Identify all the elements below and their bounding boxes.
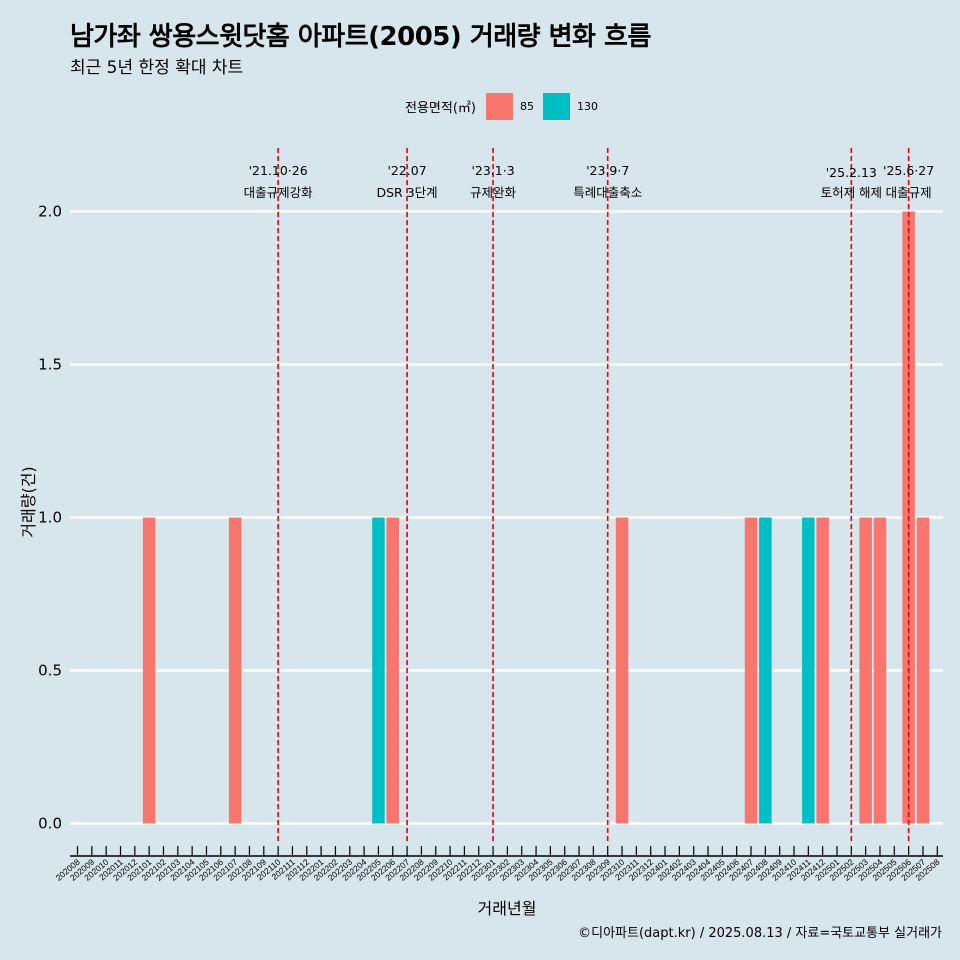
bar-layer — [142, 211, 930, 824]
bar-85-202407 — [744, 517, 758, 824]
legend-swatch-85 — [485, 93, 513, 120]
x-axis-title: 거래년월 — [478, 899, 537, 918]
y-tick-label: 2.0 — [38, 203, 62, 221]
bar-85-202504 — [873, 517, 887, 824]
bar-85-202107 — [228, 517, 242, 824]
bar-130-202205 — [372, 517, 385, 824]
chart-title: 남가좌 쌍용스윗닷홈 아파트(2005) 거래량 변화 흐름 — [70, 22, 651, 52]
event-name-label: 대출규제 — [886, 185, 932, 200]
event-name-label: DSR 3단계 — [377, 185, 438, 200]
legend-title: 전용면적(㎡) — [405, 101, 476, 116]
annotation-layer: '21.10·26 대출규제강화 '22.07 DSR 3단계 '23.1·3 규제완화 '… — [244, 148, 934, 843]
grid-layer — [70, 210, 943, 825]
bar-130-202411 — [802, 517, 815, 824]
chart-subtitle: 최근 5년 한정 확대 차트 — [70, 58, 244, 78]
event-name-label: 대출규제강화 — [244, 185, 314, 200]
event-date-label: '23.1·3 — [471, 163, 514, 178]
bar-85-202101 — [142, 517, 156, 824]
event-date-label: '25.2.13 — [826, 165, 877, 180]
bar-85-202503 — [859, 517, 872, 824]
legend-label-130: 130 — [576, 100, 598, 113]
bar-85-202412 — [816, 517, 829, 824]
bar-85-202507 — [916, 517, 930, 824]
y-axis-title: 거래량(건) — [19, 466, 38, 537]
event-name-label: 규제완화 — [470, 185, 517, 200]
y-tick-label: 1.5 — [38, 356, 62, 374]
legend: 전용면적(㎡) 85 130 — [405, 93, 607, 120]
event-date-label: '22.07 — [387, 163, 426, 178]
bar-130-202408 — [759, 517, 772, 824]
y-tick-label: 1.0 — [38, 509, 62, 527]
event-name-label: 특례대출축소 — [573, 185, 642, 200]
legend-label-85: 85 — [519, 100, 534, 113]
legend-swatch-130 — [542, 93, 570, 120]
event-date-label: '21.10·26 — [249, 163, 308, 178]
y-tick-label: 0.5 — [38, 662, 62, 680]
event-name-label: 토허제 해제 — [821, 185, 882, 200]
event-date-label: '23.9·7 — [586, 163, 629, 178]
event-date-label: '25.6·27 — [883, 163, 934, 178]
caption: ©디아파트(dapt.kr) / 2025.08.13 / 자료=국토교통부 실… — [578, 926, 942, 941]
y-tick-label: 0.0 — [38, 815, 62, 833]
bar-85-202310 — [615, 517, 629, 824]
bar-85-202206 — [386, 517, 400, 824]
